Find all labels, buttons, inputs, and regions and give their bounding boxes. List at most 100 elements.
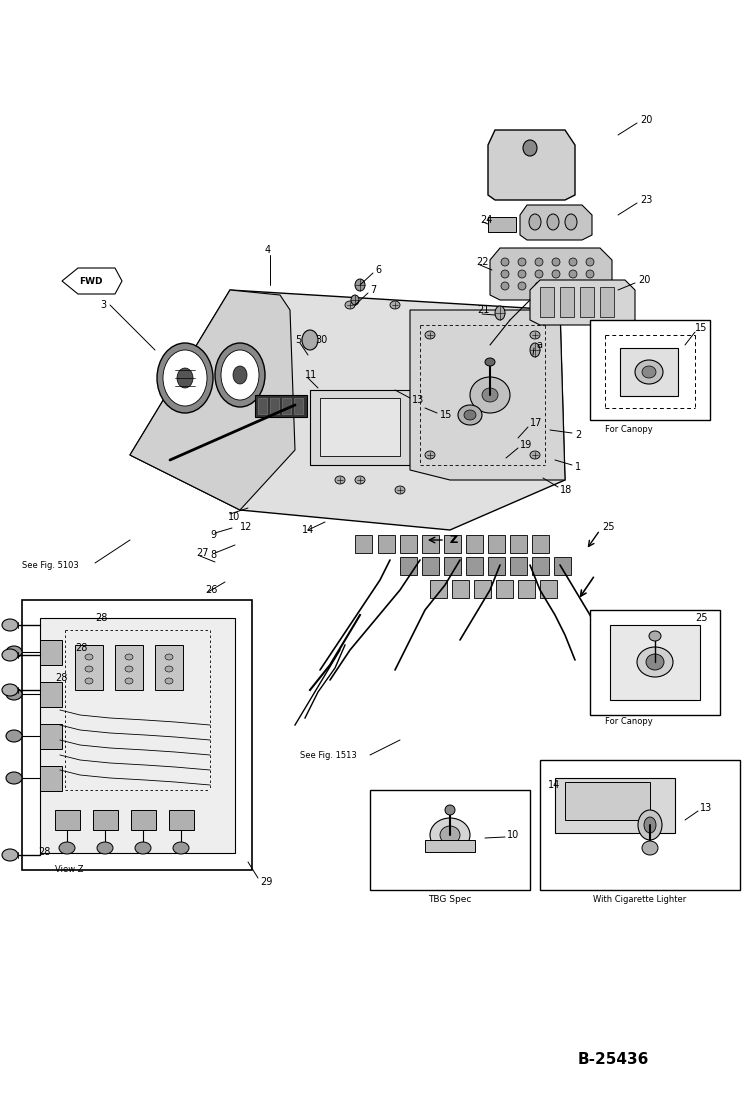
Text: 26: 26 (205, 585, 217, 595)
Ellipse shape (157, 343, 213, 412)
Bar (540, 760, 740, 890)
Ellipse shape (395, 486, 405, 494)
Bar (255, 395, 307, 417)
Text: FWD: FWD (79, 276, 103, 285)
Ellipse shape (586, 282, 594, 290)
Ellipse shape (501, 282, 509, 290)
Ellipse shape (85, 666, 93, 672)
Ellipse shape (85, 678, 93, 685)
Bar (155, 645, 183, 690)
Ellipse shape (642, 841, 658, 855)
Bar (115, 645, 143, 690)
Bar (310, 391, 410, 465)
Ellipse shape (59, 842, 75, 853)
Ellipse shape (535, 270, 543, 278)
Ellipse shape (221, 350, 259, 400)
Text: 20: 20 (638, 275, 650, 285)
Ellipse shape (445, 805, 455, 815)
Ellipse shape (552, 270, 560, 278)
Ellipse shape (518, 270, 526, 278)
Ellipse shape (464, 410, 476, 420)
Bar (466, 535, 483, 553)
Text: 28: 28 (38, 847, 50, 857)
Text: a: a (536, 340, 542, 350)
Ellipse shape (6, 646, 22, 658)
Ellipse shape (637, 647, 673, 677)
Ellipse shape (125, 654, 133, 660)
Ellipse shape (649, 631, 661, 641)
Text: 5: 5 (295, 335, 301, 344)
Ellipse shape (2, 649, 18, 661)
Text: 17: 17 (530, 418, 542, 428)
Bar (40, 766, 62, 791)
Bar (370, 790, 530, 890)
Ellipse shape (501, 258, 509, 265)
Bar (40, 724, 62, 749)
Ellipse shape (430, 818, 470, 852)
Polygon shape (130, 290, 565, 530)
Bar (488, 217, 516, 231)
Bar (540, 580, 557, 598)
Ellipse shape (482, 388, 498, 402)
Ellipse shape (85, 654, 93, 660)
Polygon shape (520, 205, 592, 240)
Text: 15: 15 (695, 323, 707, 333)
Ellipse shape (642, 366, 656, 378)
Bar (474, 580, 491, 598)
Text: 3: 3 (100, 299, 106, 310)
Ellipse shape (135, 842, 151, 853)
Bar (40, 640, 62, 665)
Bar (444, 535, 461, 553)
Text: 23: 23 (640, 195, 652, 205)
Text: 25: 25 (602, 522, 614, 532)
Text: 9: 9 (210, 530, 216, 540)
Ellipse shape (518, 282, 526, 290)
Text: 22: 22 (476, 257, 488, 267)
Ellipse shape (547, 214, 559, 230)
Text: 4: 4 (265, 245, 271, 255)
Ellipse shape (470, 377, 510, 412)
Bar (75, 645, 103, 690)
Bar (510, 535, 527, 553)
Bar (444, 557, 461, 575)
Polygon shape (410, 310, 565, 480)
Bar (555, 778, 675, 833)
Bar (488, 535, 505, 553)
Bar (430, 580, 447, 598)
Text: 2: 2 (575, 430, 581, 440)
Ellipse shape (530, 331, 540, 339)
Bar (532, 557, 549, 575)
Ellipse shape (6, 730, 22, 742)
Ellipse shape (345, 301, 355, 309)
Ellipse shape (425, 451, 435, 459)
Ellipse shape (97, 842, 113, 853)
Polygon shape (130, 290, 295, 510)
Polygon shape (530, 280, 635, 325)
Ellipse shape (335, 476, 345, 484)
Ellipse shape (569, 270, 577, 278)
Ellipse shape (586, 258, 594, 265)
Bar (620, 348, 678, 396)
Bar (355, 535, 372, 553)
Text: 8: 8 (210, 550, 216, 559)
Text: 14: 14 (302, 525, 315, 535)
Ellipse shape (440, 826, 460, 844)
Text: 11: 11 (305, 370, 318, 380)
Text: 6: 6 (375, 265, 381, 275)
Ellipse shape (315, 417, 335, 443)
Ellipse shape (635, 360, 663, 384)
Ellipse shape (530, 343, 540, 357)
Ellipse shape (163, 350, 207, 406)
Ellipse shape (215, 343, 265, 407)
Ellipse shape (302, 330, 318, 350)
Ellipse shape (125, 666, 133, 672)
Bar (294, 398, 303, 414)
Bar (320, 398, 400, 456)
Text: 18: 18 (560, 485, 572, 495)
Ellipse shape (165, 666, 173, 672)
Bar (532, 535, 549, 553)
Polygon shape (62, 268, 122, 294)
Bar (425, 840, 475, 852)
Ellipse shape (552, 258, 560, 265)
Ellipse shape (320, 423, 330, 437)
